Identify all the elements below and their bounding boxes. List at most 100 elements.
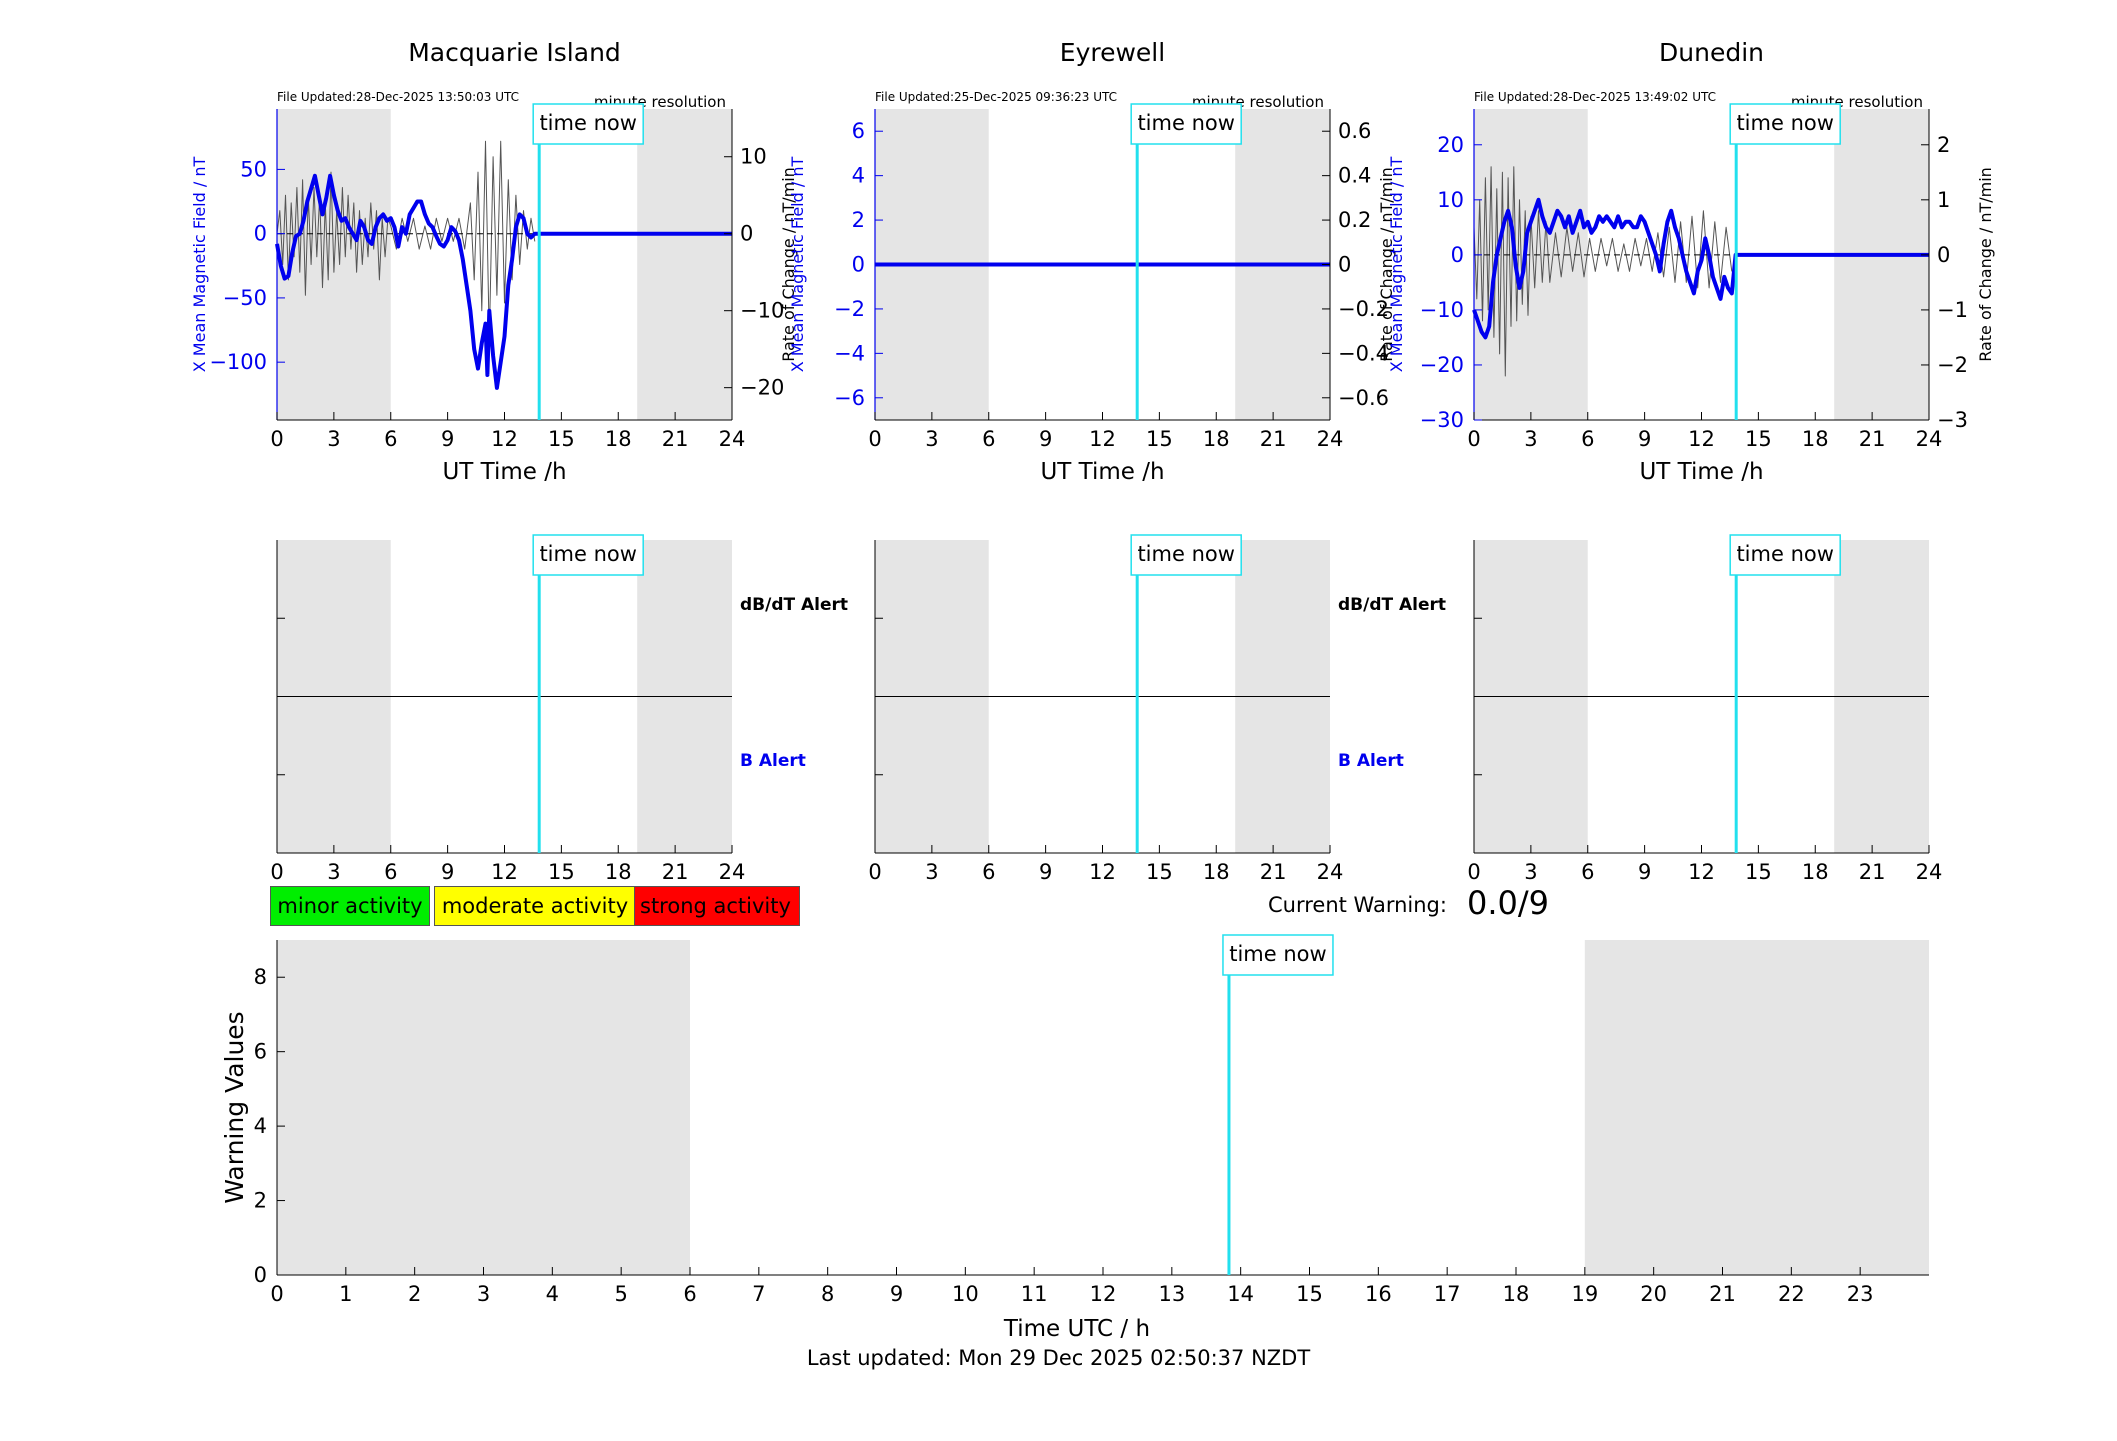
warning-x-tick-label: 12 <box>1090 1282 1117 1306</box>
dunedin-alert-x-tick-label: 15 <box>1745 860 1772 884</box>
eyrewell-y-tick-label: −4 <box>834 341 865 365</box>
dunedin-alert-time-now-label: time now <box>1736 542 1833 566</box>
macquarie-y-tick-label: 50 <box>240 157 267 181</box>
macquarie-y-axis-label: X Mean Magnetic Field / nT <box>190 157 209 373</box>
macquarie-alert-x-tick-label: 9 <box>441 860 454 884</box>
macquarie-alert-time-now-label: time now <box>539 542 636 566</box>
dunedin-alert-x-tick-label: 21 <box>1859 860 1886 884</box>
dunedin-y2-tick-label: −1 <box>1937 298 1968 322</box>
eyrewell-y-tick-label: 0 <box>852 253 865 277</box>
eyrewell-alert-x-tick-label: 18 <box>1203 860 1230 884</box>
dunedin-alert-time-now-box <box>1729 534 1841 576</box>
warning-time-now-label: time now <box>1229 942 1326 966</box>
macquarie-x-axis-label: UT Time /h <box>442 459 566 485</box>
eyrewell-x-tick-label: 0 <box>868 427 881 451</box>
dunedin-alert-x-tick-label: 3 <box>1524 860 1537 884</box>
eyrewell-x-tick-label: 3 <box>925 427 938 451</box>
dunedin-y2-axis-label: Rate of Change / nT/min <box>1976 167 1995 362</box>
dunedin-y2-tick-label: 2 <box>1937 133 1950 157</box>
macquarie-alert-x-tick-label: 15 <box>548 860 575 884</box>
macquarie-x-tick-label: 15 <box>548 427 575 451</box>
dunedin-alert-x-tick-label: 24 <box>1916 860 1943 884</box>
dunedin-file-updated: File Updated:28-Dec-2025 13:49:02 UTC <box>1474 90 1716 104</box>
warning-x-tick-label: 16 <box>1365 1282 1392 1306</box>
warning-x-tick-label: 8 <box>821 1282 834 1306</box>
dunedin-y-tick-label: 0 <box>1451 243 1464 267</box>
warning-x-tick-label: 4 <box>546 1282 559 1306</box>
macquarie-x-tick-label: 9 <box>441 427 454 451</box>
eyrewell-y2-tick-label: −0.4 <box>1338 341 1389 365</box>
eyrewell-x-tick-label: 15 <box>1146 427 1173 451</box>
dunedin-field-series <box>1472 197 1929 340</box>
warning-x-tick-label: 3 <box>477 1282 490 1306</box>
macquarie-alert-x-tick-label: 18 <box>605 860 632 884</box>
macquarie-field-series <box>275 173 732 390</box>
macquarie-file-updated: File Updated:28-Dec-2025 13:50:03 UTC <box>277 90 519 104</box>
dunedin-field-time-now-box <box>1729 103 1841 145</box>
warning-x-tick-label: 14 <box>1227 1282 1254 1306</box>
eyrewell-x-tick-label: 12 <box>1089 427 1116 451</box>
eyrewell-alert-x-tick-label: 0 <box>868 860 881 884</box>
dunedin-y-tick-label: 20 <box>1437 133 1464 157</box>
warning-y-tick-label: 0 <box>254 1263 267 1287</box>
dunedin-field-time-now-label: time now <box>1736 111 1833 135</box>
macquarie-y2-tick-label: −20 <box>740 376 784 400</box>
dunedin-x-tick-label: 15 <box>1745 427 1772 451</box>
warning-x-tick-label: 21 <box>1709 1282 1736 1306</box>
eyrewell-y-tick-label: 6 <box>852 119 865 143</box>
warning-time-now-box <box>1222 934 1334 976</box>
dunedin-x-tick-label: 12 <box>1688 427 1715 451</box>
eyrewell-y2-tick-label: −0.6 <box>1338 386 1389 410</box>
macquarie-alert-x-tick-label: 6 <box>384 860 397 884</box>
macquarie-x-tick-label: 0 <box>270 427 283 451</box>
macquarie-x-tick-label: 18 <box>605 427 632 451</box>
macquarie-b-alert-label: B Alert <box>740 751 806 771</box>
macquarie-alert-time-now-box <box>532 534 644 576</box>
dunedin-y2-tick-label: −2 <box>1937 353 1968 377</box>
eyrewell-y-tick-label: 2 <box>852 208 865 232</box>
dunedin-x-tick-label: 24 <box>1916 427 1943 451</box>
eyrewell-y2-tick-label: 0.2 <box>1338 208 1371 232</box>
eyrewell-x-tick-label: 21 <box>1260 427 1287 451</box>
warning-x-tick-label: 10 <box>952 1282 979 1306</box>
warning-x-tick-label: 18 <box>1503 1282 1530 1306</box>
dunedin-x-tick-label: 6 <box>1581 427 1594 451</box>
macquarie-x-tick-label: 12 <box>491 427 518 451</box>
warning-x-tick-label: 6 <box>683 1282 696 1306</box>
eyrewell-field-time-now-label: time now <box>1137 111 1234 135</box>
eyrewell-y2-tick-label: 0 <box>1338 253 1351 277</box>
dunedin-y-tick-label: 10 <box>1437 188 1464 212</box>
dunedin-x-tick-label: 18 <box>1802 427 1829 451</box>
warning-x-tick-label: 1 <box>339 1282 352 1306</box>
eyrewell-alert-time-now-label: time now <box>1137 542 1234 566</box>
macquarie-y-tick-label: 0 <box>254 222 267 246</box>
eyrewell-chart-title: Eyrewell <box>1060 38 1165 67</box>
eyrewell-y-tick-label: −6 <box>834 386 865 410</box>
dunedin-x-tick-label: 9 <box>1638 427 1651 451</box>
eyrewell-alert-x-tick-label: 12 <box>1089 860 1116 884</box>
warning-x-tick-label: 13 <box>1158 1282 1185 1306</box>
eyrewell-file-updated: File Updated:25-Dec-2025 09:36:23 UTC <box>875 90 1117 104</box>
eyrewell-x-axis-label: UT Time /h <box>1040 459 1164 485</box>
dunedin-field-night-shade-0 <box>1474 109 1588 420</box>
eyrewell-x-tick-label: 18 <box>1203 427 1230 451</box>
macquarie-field-time-now-label: time now <box>539 111 636 135</box>
macquarie-x-tick-label: 3 <box>327 427 340 451</box>
eyrewell-alert-x-tick-label: 9 <box>1039 860 1052 884</box>
eyrewell-y2-tick-label: 0.4 <box>1338 164 1371 188</box>
current-warning-label: Current Warning: <box>1268 893 1447 917</box>
warning-y-axis-label: Warning Values <box>220 1011 249 1203</box>
eyrewell-field-time-now-box <box>1130 103 1242 145</box>
warning-night-shade-0 <box>277 940 690 1275</box>
warning-y-tick-label: 8 <box>254 965 267 989</box>
eyrewell-x-tick-label: 6 <box>982 427 995 451</box>
macquarie-alert-x-tick-label: 3 <box>327 860 340 884</box>
eyrewell-y2-tick-label: −0.2 <box>1338 297 1389 321</box>
eyrewell-alert-x-tick-label: 15 <box>1146 860 1173 884</box>
dunedin-y-tick-label: −30 <box>1420 408 1464 432</box>
warning-x-tick-label: 17 <box>1434 1282 1461 1306</box>
warning-y-tick-label: 2 <box>254 1189 267 1213</box>
macquarie-dbdt-alert-label: dB/dT Alert <box>740 595 848 615</box>
dunedin-field-night-shade-1 <box>1834 109 1929 420</box>
last-updated: Last updated: Mon 29 Dec 2025 02:50:37 N… <box>806 1346 1311 1370</box>
